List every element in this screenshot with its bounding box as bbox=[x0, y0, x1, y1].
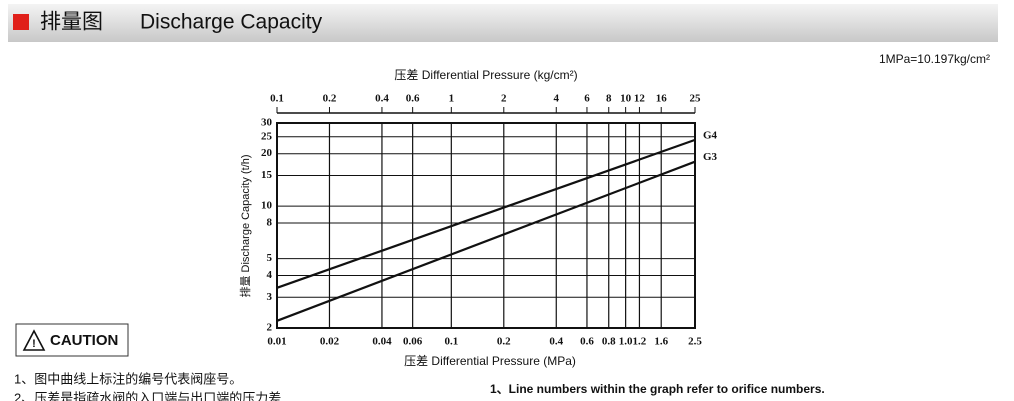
header-title: 排量图 bbox=[40, 11, 103, 34]
x-tick-label: 0.04 bbox=[372, 336, 392, 348]
x2-tick-label: 25 bbox=[690, 93, 702, 105]
y-tick-label: 8 bbox=[267, 217, 273, 229]
header-icon bbox=[13, 14, 29, 30]
x2-tick-label: 1 bbox=[449, 93, 455, 105]
y-tick-label: 20 bbox=[261, 147, 273, 159]
note-cn: 1、图中曲线上标注的编号代表阀座号。 bbox=[14, 371, 242, 386]
x2-tick-label: 4 bbox=[554, 93, 560, 105]
header-bar bbox=[8, 4, 998, 42]
x2-tick-label: 6 bbox=[584, 93, 590, 105]
y-axis-label: 排量 Discharge Capacity (t/h) bbox=[238, 154, 252, 297]
x2-tick-label: 0.6 bbox=[406, 93, 420, 105]
x2-tick-label: 0.1 bbox=[270, 93, 284, 105]
y-tick-label: 25 bbox=[261, 130, 273, 142]
y-tick-label: 15 bbox=[261, 169, 273, 181]
caution-icon-mark: ! bbox=[32, 338, 36, 350]
caution-title: CAUTION bbox=[50, 332, 118, 349]
note-en: 1、Line numbers within the graph refer to… bbox=[490, 382, 825, 396]
y-tick-label: 30 bbox=[261, 117, 273, 129]
series-label: G4 bbox=[703, 129, 718, 141]
x-tick-label: 0.8 bbox=[602, 336, 616, 348]
x2-tick-label: 10 bbox=[620, 93, 632, 105]
y-tick-label: 3 bbox=[267, 291, 273, 303]
x-tick-label: 1.6 bbox=[654, 336, 668, 348]
y-tick-label: 10 bbox=[261, 200, 273, 212]
x-tick-label: 1.0 bbox=[619, 336, 633, 348]
x2-tick-label: 12 bbox=[634, 93, 646, 105]
header-subtitle: Discharge Capacity bbox=[140, 11, 323, 34]
series-line bbox=[276, 160, 696, 322]
x2-tick-label: 16 bbox=[656, 93, 668, 105]
x2-axis-label: 压差 Differential Pressure (kg/cm²) bbox=[394, 68, 577, 82]
x-tick-label: 0.06 bbox=[403, 336, 423, 348]
x-tick-label: 2.5 bbox=[688, 336, 702, 348]
x-tick-label: 0.01 bbox=[267, 336, 286, 348]
caution-icon bbox=[22, 329, 46, 351]
conversion-note: 1MPa=10.197kg/cm² bbox=[879, 52, 990, 66]
x2-tick-label: 0.4 bbox=[375, 93, 389, 105]
y-tick-label: 4 bbox=[267, 269, 273, 281]
x-axis-label: 压差 Differential Pressure (MPa) bbox=[404, 354, 576, 368]
series-label: G3 bbox=[703, 151, 718, 163]
x-tick-label: 0.02 bbox=[320, 336, 340, 348]
y-tick-label: 5 bbox=[267, 252, 273, 264]
note-cn: 2、压差是指疏水阀的入口端与出口端的压力差 bbox=[14, 390, 281, 401]
x-tick-label: 0.2 bbox=[497, 336, 511, 348]
x2-tick-label: 0.2 bbox=[323, 93, 337, 105]
x-tick-label: 0.1 bbox=[444, 336, 458, 348]
x-tick-label: 1.2 bbox=[633, 336, 647, 348]
x2-tick-label: 2 bbox=[501, 93, 507, 105]
x-tick-label: 0.4 bbox=[549, 336, 563, 348]
x-tick-label: 0.6 bbox=[580, 336, 594, 348]
y-tick-label: 2 bbox=[267, 322, 273, 334]
x2-tick-label: 8 bbox=[606, 93, 612, 105]
series-line bbox=[276, 138, 696, 289]
